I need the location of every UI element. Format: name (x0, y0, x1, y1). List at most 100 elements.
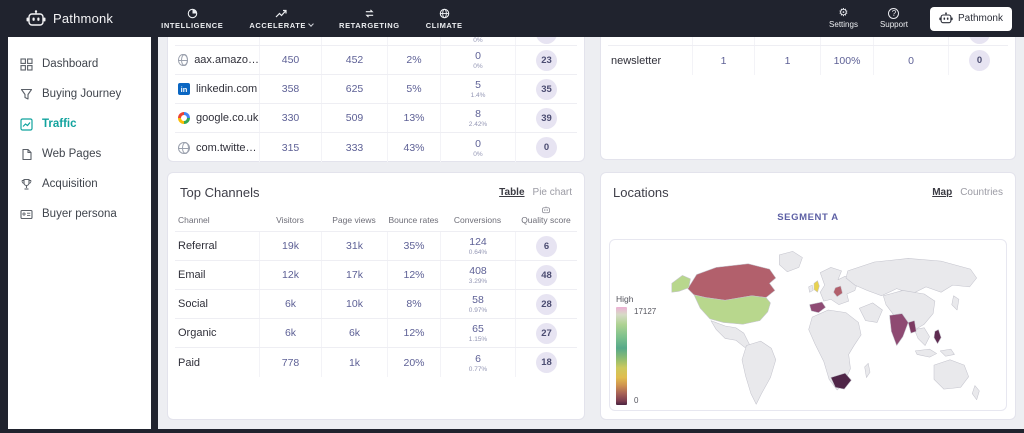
question-icon: ? (888, 8, 900, 19)
column-header-conversions: Conversions (453, 215, 502, 225)
menu-item-accelerate[interactable]: ACCELERATE (249, 8, 314, 30)
map-country-alaska[interactable] (671, 275, 691, 293)
id-card-icon (20, 209, 33, 219)
page-views-value: 6k (321, 319, 387, 347)
bounce-rate-value: 100% (820, 46, 873, 75)
sidebar-item-web-pages[interactable]: Web Pages (8, 139, 151, 169)
map-country-germany[interactable] (833, 285, 843, 297)
table-row[interactable]: Paid 778 1k 20% 6 0.77% 18 (175, 348, 577, 377)
visitors-value: 450 (259, 46, 321, 74)
retargeting-icon (365, 8, 374, 18)
map-country-usa[interactable] (693, 294, 771, 325)
table-row[interactable]: in linkedin.com 358 625 5% 5 1.4% 35 (175, 75, 577, 104)
globe-favicon (178, 54, 189, 66)
table-row[interactable]: Social 6k 10k 8% 58 0.97% 28 (175, 290, 577, 319)
source-name: google.co.uk (196, 112, 259, 124)
quality-score-badge: 0 (969, 50, 990, 71)
navbar-right: ⚙ Settings ? Support Pathmonk (829, 6, 1012, 31)
quality-score-badge: 23 (536, 49, 557, 71)
map-country-uk[interactable] (813, 280, 820, 293)
sidebar-item-traffic[interactable]: Traffic (8, 109, 151, 139)
bounce-rate-value: 20% (387, 348, 440, 377)
conversions-cell: 0 0% (440, 46, 515, 74)
map-africa (808, 309, 862, 391)
sidebar-item-acquisition[interactable]: Acquisition (8, 169, 151, 199)
map-country-canada[interactable] (687, 263, 777, 301)
sidebar-item-label: Buyer persona (42, 208, 117, 220)
table-row[interactable]: Organic 6k 6k 12% 65 1.15% 27 (175, 319, 577, 348)
table-row[interactable]: Referral 19k 31k 35% 124 0.64% 6 (175, 232, 577, 261)
quality-score-badge: 18 (536, 352, 557, 373)
table-row[interactable]: newsletter 1 1 100% 0 0 (608, 46, 1008, 75)
channel-name: Social (178, 298, 208, 310)
card-title: Top Channels (180, 185, 260, 200)
quality-score-badge: 39 (536, 107, 557, 129)
source-name: linkedin.com (196, 83, 258, 95)
map-country-india[interactable] (889, 313, 909, 346)
page-icon (22, 148, 32, 160)
pathmonk-robot-icon (26, 9, 46, 26)
bounce-rate-value: 35% (387, 232, 440, 260)
sidebar-item-label: Traffic (42, 118, 77, 130)
brand-logo[interactable]: Pathmonk (26, 9, 113, 28)
toggle-table[interactable]: Table (499, 187, 525, 198)
support-button[interactable]: ? Support (880, 8, 908, 29)
bounce-rate-value: 12% (387, 261, 440, 289)
map-country-spain[interactable] (809, 301, 826, 313)
sidebar-item-dashboard[interactable]: Dashboard (8, 49, 151, 79)
segment-label: SEGMENT A (777, 212, 839, 223)
toggle-countries[interactable]: Countries (960, 187, 1003, 198)
sidebar-item-label: Web Pages (42, 148, 102, 160)
menu-label: CLIMATE (425, 20, 463, 30)
menu-item-intelligence[interactable]: INTELLIGENCE (161, 8, 223, 30)
table-row[interactable]: google.co.uk 330 509 13% 8 2.42% 39 (175, 104, 577, 133)
menu-label: ACCELERATE (249, 21, 314, 30)
visitors-value: 6k (259, 319, 321, 347)
table-row[interactable]: com.twitte… 315 333 43% 0 0% 0 (175, 133, 577, 162)
page-views-value: 509 (321, 104, 387, 132)
settings-button[interactable]: ⚙ Settings (829, 8, 858, 30)
map-central-east-asia (883, 290, 936, 330)
sidebar-item-buying-journey[interactable]: Buying Journey (8, 79, 151, 109)
toggle-pie-chart[interactable]: Pie chart (532, 187, 572, 198)
google-favicon (178, 112, 190, 124)
map-country-myanmar[interactable] (907, 320, 917, 334)
account-button[interactable]: Pathmonk (929, 6, 1012, 31)
menu-label: RETARGETING (339, 20, 400, 30)
toggle-map[interactable]: Map (932, 187, 953, 198)
visitors-value: 12k (259, 261, 321, 289)
quality-score-badge: 6 (536, 235, 557, 257)
menu-item-retargeting[interactable]: RETARGETING (339, 8, 400, 30)
channel-name: Organic (178, 327, 217, 339)
map-country-south-africa[interactable] (830, 372, 852, 390)
quality-score-badge (536, 37, 557, 44)
sidebar-item-label: Acquisition (42, 178, 98, 190)
bounce-rate-value: 2% (387, 46, 440, 74)
chevron-down-icon (308, 21, 314, 27)
map-japan (951, 295, 960, 311)
page-views-value: 333 (321, 133, 387, 162)
table-header: Channel Visitors Page views Bounce rates… (175, 206, 577, 232)
campaign-name: newsletter (611, 54, 662, 67)
map-greenland (779, 251, 803, 273)
menu-item-climate[interactable]: CLIMATE (426, 8, 463, 30)
map-ireland (808, 284, 814, 293)
quality-score-badge: 0 (536, 137, 557, 158)
table-row[interactable]: Email 12k 17k 12% 408 3.29% 48 (175, 261, 577, 290)
table-row[interactable]: aax.amazo… 450 452 2% 0 0% 23 (175, 46, 577, 75)
legend-high-label: High (616, 294, 634, 304)
legend-gradient-bar (616, 307, 627, 405)
quality-score-badge: 28 (536, 293, 557, 315)
table-row-partial: 0% (175, 37, 577, 46)
sidebar-item-buyer-persona[interactable]: Buyer persona (8, 199, 151, 229)
main-content: 0% aax.amazo… 450 452 2% 0 0% 23 in linked… (158, 37, 1024, 429)
robot-icon (542, 206, 550, 214)
map-mexico-central-america (710, 320, 751, 348)
top-navbar: Pathmonk INTELLIGENCE ACCELERATE RETARGE… (0, 0, 1024, 37)
bounce-rate-value: 8% (387, 290, 440, 318)
map-color-legend: High Low 17127 0 (616, 294, 662, 410)
column-header-channel: Channel (178, 215, 210, 225)
map-country-philippines[interactable] (933, 329, 942, 345)
page-views-value: 1k (321, 348, 387, 377)
map-australia (933, 359, 969, 390)
